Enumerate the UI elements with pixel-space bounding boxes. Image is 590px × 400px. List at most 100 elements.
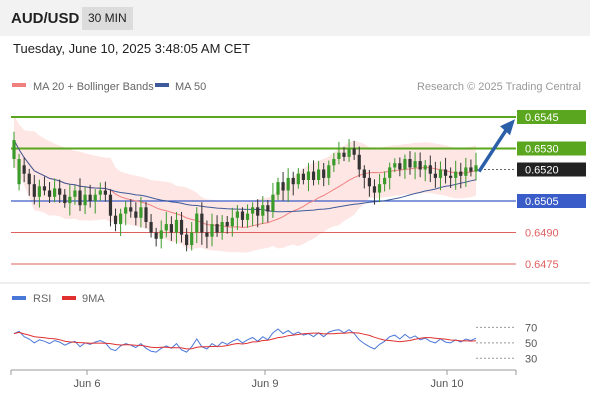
candle — [215, 215, 219, 237]
candle — [78, 178, 82, 211]
candle — [403, 154, 407, 179]
candle — [398, 157, 402, 177]
candle — [139, 196, 143, 228]
time-axis: Jun 6 Jun 9 Jun 10 — [10, 369, 517, 390]
x-tick-label: Jun 9 — [252, 378, 279, 390]
candle — [327, 160, 331, 186]
candle — [17, 153, 21, 191]
candle — [149, 214, 153, 238]
candle — [103, 181, 107, 202]
candle — [245, 204, 250, 228]
candle — [220, 215, 224, 240]
candle — [322, 162, 326, 187]
candle — [134, 202, 138, 226]
candle — [377, 173, 382, 203]
level-labels: 0.6545 0.6530 0.6520 0.6505 0.6490 0.6475 — [477, 110, 586, 271]
ma20-legend-label: MA 20 + Bollinger Bands — [33, 81, 154, 93]
ma50-legend-swatch — [155, 83, 169, 87]
candle — [347, 139, 351, 162]
rsi-tick-label: 30 — [525, 353, 537, 365]
candle — [27, 168, 31, 196]
candle — [32, 175, 36, 205]
candle — [474, 152, 478, 181]
rsi-ma-legend-swatch — [62, 296, 76, 300]
candle — [449, 167, 453, 189]
candle — [362, 165, 366, 189]
candle — [47, 182, 52, 203]
current-price-label: 0.6520 — [525, 165, 559, 177]
candles — [12, 131, 478, 252]
candle — [383, 171, 387, 192]
candle — [271, 182, 275, 218]
current-price-tag — [517, 162, 586, 177]
candle — [372, 179, 377, 205]
candle — [286, 168, 290, 203]
candle — [469, 159, 473, 177]
candle — [464, 157, 468, 187]
candle — [454, 160, 458, 190]
rsi-legend-label: RSI — [33, 293, 51, 305]
candle — [367, 169, 371, 197]
candle — [266, 199, 270, 223]
candle — [235, 205, 239, 231]
level-label: 0.6530 — [525, 144, 559, 156]
candle — [159, 220, 163, 249]
candle — [301, 168, 305, 185]
candle — [37, 179, 41, 208]
x-tick-label: Jun 10 — [430, 378, 463, 390]
level-tag — [517, 110, 586, 124]
candle — [230, 207, 234, 237]
candle — [438, 161, 443, 191]
ma50-legend-label: MA 50 — [175, 81, 206, 93]
rsi-ma-line — [13, 331, 477, 350]
chart-datetime: Tuesday, June 10, 2025 3:48:05 AM CET — [13, 41, 251, 56]
candle — [93, 189, 97, 214]
candle — [195, 207, 199, 244]
candle — [190, 222, 194, 251]
candle — [337, 141, 341, 165]
candle — [154, 227, 158, 247]
level-label: 0.6505 — [525, 196, 559, 208]
candle — [164, 211, 168, 238]
ma20-legend-swatch — [12, 83, 26, 87]
candle — [413, 152, 417, 180]
level-tag — [517, 194, 586, 208]
timeframe-button[interactable]: 30 MIN — [82, 7, 133, 30]
candle — [281, 171, 285, 201]
candle — [311, 160, 316, 186]
candle — [83, 186, 87, 215]
candle — [276, 177, 280, 201]
candle — [88, 184, 92, 208]
candle — [342, 147, 346, 162]
candle — [12, 131, 16, 168]
candle — [393, 158, 397, 173]
candle — [98, 182, 102, 201]
candle — [185, 228, 189, 252]
credit-label: Research © 2025 Trading Central — [417, 81, 581, 93]
candle — [357, 146, 361, 178]
forecast-arrow-head — [500, 119, 515, 136]
candle — [169, 216, 173, 241]
rsi-ma-legend-label: 9MA — [82, 293, 105, 305]
candle — [251, 202, 255, 227]
candle — [73, 185, 77, 205]
candle — [423, 160, 427, 182]
candle — [22, 157, 26, 183]
level-label: 0.6475 — [525, 259, 559, 271]
candle — [261, 196, 265, 224]
candle — [306, 162, 311, 192]
candle — [210, 213, 214, 247]
rsi-legend-swatch — [12, 296, 26, 300]
level-tag — [517, 141, 586, 156]
candle — [240, 207, 245, 228]
candle — [418, 152, 422, 178]
candle — [53, 178, 57, 203]
candle — [408, 151, 412, 175]
candle — [63, 189, 67, 208]
level-label: 0.6490 — [525, 228, 559, 240]
candle — [42, 176, 47, 196]
candle — [124, 201, 128, 226]
rsi-tick-label: 50 — [525, 338, 537, 350]
candle — [296, 168, 300, 189]
